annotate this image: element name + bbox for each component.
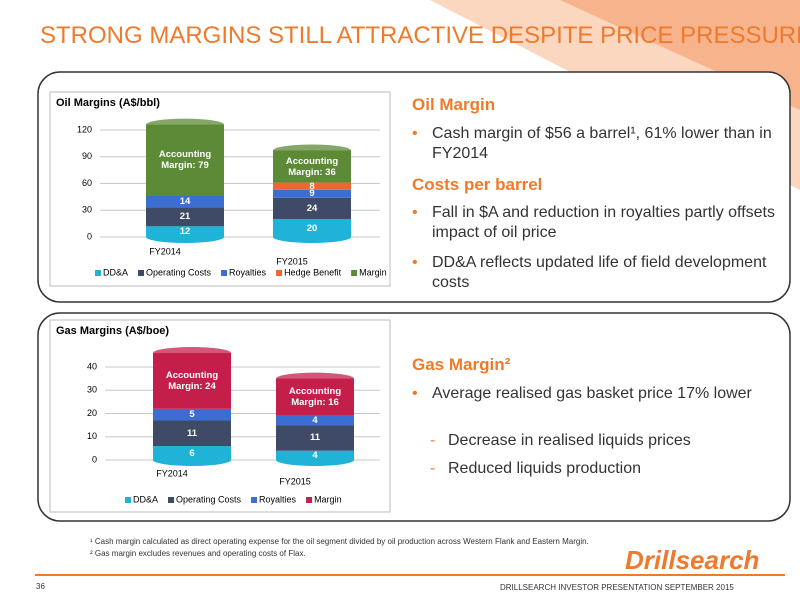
bullet: • DD&A reflects updated life of field dev… <box>412 254 767 291</box>
legend-swatch <box>276 270 283 276</box>
legend-swatch <box>251 497 258 503</box>
y-tick-label: 40 <box>87 361 97 371</box>
bullet-text: DD&A reflects updated life of field deve… <box>432 254 767 291</box>
sub-bullet: - Reduced liquids production <box>430 460 642 477</box>
legend-swatch <box>306 497 313 503</box>
data-label: 5 <box>189 409 195 421</box>
bullet: • Average realised gas basket price 17% l… <box>412 385 752 402</box>
x-tick-label: FY2015 <box>279 476 311 486</box>
chart-title: Gas Margins (A$/boe) <box>56 325 169 337</box>
bullet: • Cash margin of $56 a barrel¹, 61% lower… <box>412 125 772 162</box>
legend-swatch <box>221 270 228 276</box>
footnote: ¹ Cash margin calculated as direct opera… <box>90 537 589 546</box>
legend-swatch <box>125 497 131 503</box>
data-label: 24 <box>306 202 318 214</box>
data-label: 4 <box>312 414 318 426</box>
legend-label: DD&A <box>103 267 128 277</box>
bar-segment <box>276 378 354 416</box>
legend-swatch <box>351 270 358 276</box>
data-label: 4 <box>312 449 318 461</box>
legend-label: DD&A <box>133 494 158 504</box>
data-label: 9 <box>309 188 315 200</box>
data-label: 11 <box>309 432 321 444</box>
y-tick-label: 30 <box>87 385 97 395</box>
heading: Oil Margin <box>412 95 496 114</box>
page-number: 36 <box>36 582 45 591</box>
legend-swatch <box>168 497 175 503</box>
chart-title: Oil Margins (A$/bbl) <box>56 97 160 109</box>
bar-segment <box>153 353 231 409</box>
bar-segment <box>153 408 231 421</box>
bullet: • Fall in $A and reduction in royalties p… <box>412 204 775 241</box>
bar-top <box>273 144 351 157</box>
bullet-text: Decrease in realised liquids prices <box>448 432 691 449</box>
logo: Drillsearch <box>625 545 760 575</box>
legend-label: Hedge Benefit <box>284 267 342 277</box>
bar-segment <box>153 446 231 460</box>
slide-title: STRONG MARGINS STILL ATTRACTIVE DESPITE … <box>40 22 800 49</box>
legend-label: Margin <box>314 494 342 504</box>
heading: Gas Margin² <box>412 355 511 374</box>
data-label: Accounting Margin: 24 <box>165 369 219 392</box>
legend-label: Margin <box>359 267 387 277</box>
legend-label: Operating Costs <box>146 267 212 277</box>
bullet-text: Reduced liquids production <box>448 460 642 477</box>
y-tick-label: 0 <box>87 231 92 241</box>
bar-segment <box>276 450 354 460</box>
data-label: Accounting Margin: 79 <box>158 148 212 171</box>
bar-segment <box>146 207 224 227</box>
bar-segment <box>273 219 351 237</box>
y-tick-label: 120 <box>77 124 92 134</box>
x-tick-label: FY2015 <box>276 256 308 266</box>
legend-swatch <box>138 270 145 276</box>
data-label: 14 <box>179 195 191 207</box>
bar-segment <box>273 189 351 198</box>
legend-swatch <box>95 270 101 276</box>
y-tick-label: 0 <box>92 454 97 464</box>
legend-label: Royalties <box>229 267 267 277</box>
y-tick-label: 30 <box>82 205 92 215</box>
bullet-text: Cash margin of $56 a barrel¹, 61% lower … <box>432 125 772 162</box>
legend-label: Royalties <box>259 494 297 504</box>
x-tick-label: FY2014 <box>156 468 188 478</box>
data-label: 8 <box>309 180 315 192</box>
bar-segment <box>273 197 351 220</box>
bar-segment <box>276 425 354 451</box>
data-label: 21 <box>179 211 191 223</box>
bullet-text: Fall in $A and reduction in royalties pa… <box>432 204 775 241</box>
data-label: 11 <box>186 427 198 439</box>
bar-segment <box>276 415 354 426</box>
data-label: 20 <box>306 222 318 234</box>
bar-segment <box>146 195 224 208</box>
bar-top <box>146 118 224 131</box>
y-tick-label: 20 <box>87 408 97 418</box>
bar-segment <box>146 226 224 237</box>
data-label: Accounting Margin: 36 <box>285 155 339 178</box>
heading: Costs per barrel <box>412 175 543 194</box>
footer: DRILLSEARCH INVESTOR PRESENTATION SEPTEM… <box>500 583 734 592</box>
x-tick-label: FY2014 <box>149 246 181 256</box>
data-label: 12 <box>179 226 191 238</box>
data-label: Accounting Margin: 16 <box>288 386 342 409</box>
bar-top <box>153 347 231 360</box>
sub-bullet: - Decrease in realised liquids prices <box>430 432 691 449</box>
y-tick-label: 90 <box>82 151 92 161</box>
data-label: 6 <box>189 447 195 459</box>
y-tick-label: 60 <box>82 178 92 188</box>
footnote: ² Gas margin excludes revenues and opera… <box>90 549 306 558</box>
bar-segment <box>153 420 231 447</box>
legend-label: Operating Costs <box>176 494 242 504</box>
bar-segment <box>146 124 224 196</box>
bar-top <box>276 372 354 385</box>
y-tick-label: 10 <box>87 431 97 441</box>
bullet-text: Average realised gas basket price 17% lo… <box>432 385 752 402</box>
bar-segment <box>273 182 351 190</box>
